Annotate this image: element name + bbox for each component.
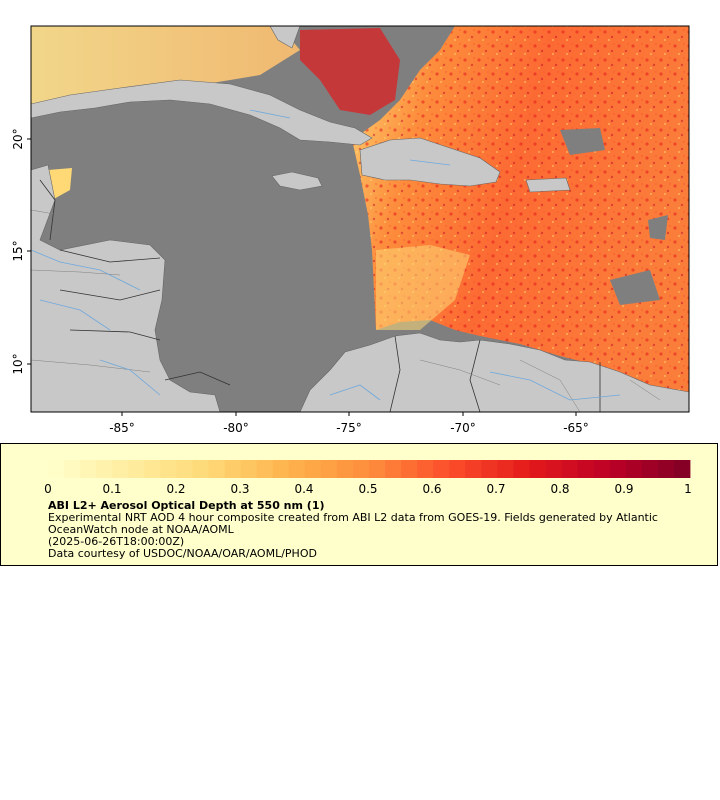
colorbar-tick-label: 0.5 <box>358 482 377 496</box>
colorbar-tick-label: 0.8 <box>550 482 569 496</box>
colorbar-tick-label: 0 <box>44 482 52 496</box>
colorbar-swatch <box>208 460 225 478</box>
colorbar-swatch <box>128 460 145 478</box>
latitude-axis: 20° 15° 10° <box>11 128 31 375</box>
colorbar-tick-label: 0.1 <box>102 482 121 496</box>
colorbar: 0 0.1 0.2 0.3 0.4 0.5 0.6 0.7 0.8 0.9 1 <box>44 460 692 496</box>
colorbar-swatch <box>625 460 643 478</box>
colorbar-swatch <box>609 460 627 478</box>
legend-description: Experimental NRT AOD 4 hour composite cr… <box>48 511 658 536</box>
colorbar-swatch <box>577 460 595 478</box>
nodata-patch <box>648 215 668 240</box>
lat-tick-label: 10° <box>11 353 25 374</box>
colorbar-swatch <box>417 460 434 478</box>
colorbar-tick-label: 0.6 <box>422 482 441 496</box>
colorbar-swatch <box>465 460 482 478</box>
aod-map: 20° 15° 10° -85° -80° -75° -70° -65° <box>11 25 690 435</box>
map-content <box>31 26 689 412</box>
colorbar-swatch <box>64 460 81 478</box>
lon-tick-label: -65° <box>563 421 589 435</box>
colorbar-swatch <box>48 460 65 478</box>
colorbar-swatch <box>433 460 450 478</box>
colorbar-swatch <box>96 460 113 478</box>
colorbar-swatch <box>401 460 418 478</box>
lon-tick-label: -85° <box>109 421 135 435</box>
colorbar-swatch <box>481 460 498 478</box>
colorbar-swatch <box>256 460 274 478</box>
map-frame <box>30 25 690 413</box>
colorbar-swatch <box>112 460 129 478</box>
legend-text: ABI L2+ Aerosol Optical Depth at 550 nm … <box>48 500 698 560</box>
legend-title: ABI L2+ Aerosol Optical Depth at 550 nm … <box>48 499 325 512</box>
land-central-america <box>31 164 221 412</box>
colorbar-swatch <box>449 460 466 478</box>
lat-tick-label: 20° <box>11 128 25 149</box>
colorbar-swatches <box>48 460 691 478</box>
colorbar-swatch <box>352 460 370 478</box>
colorbar-swatch <box>673 460 691 478</box>
colorbar-swatch <box>304 460 322 478</box>
colorbar-swatch <box>288 460 306 478</box>
map-panel: 20° 15° 10° -85° -80° -75° -70° -65° <box>11 25 690 435</box>
legend-panel: 0 0.1 0.2 0.3 0.4 0.5 0.6 0.7 0.8 0.9 1 … <box>0 443 718 566</box>
colorbar-swatch <box>529 460 546 478</box>
colorbar-tick-label: 0.2 <box>166 482 185 496</box>
aod-patch-yucatan <box>48 168 72 200</box>
colorbar-swatch <box>561 460 579 478</box>
legend-credit: Data courtesy of USDOC/NOAA/OAR/AOML/PHO… <box>48 547 317 560</box>
nodata-patch <box>560 128 605 155</box>
colorbar-swatch <box>80 460 97 478</box>
colorbar-tick-label: 0.7 <box>486 482 505 496</box>
nodata-patch <box>610 270 660 305</box>
colorbar-swatch <box>385 460 402 478</box>
colorbar-swatch <box>497 460 514 478</box>
aod-field-northwest <box>31 26 300 105</box>
longitude-axis: -85° -80° -75° -70° -65° <box>109 412 589 435</box>
colorbar-swatch <box>224 460 241 478</box>
colorbar-swatch <box>144 460 161 478</box>
lon-tick-label: -70° <box>450 421 476 435</box>
aod-low-patch <box>376 245 470 330</box>
land-cuba <box>31 79 373 146</box>
colorbar-swatch <box>320 460 338 478</box>
colorbar-swatch <box>160 460 177 478</box>
lon-tick-label: -75° <box>336 421 362 435</box>
colorbar-swatch <box>192 460 209 478</box>
country-borders <box>39 179 601 412</box>
aod-high-patch-north <box>300 28 400 115</box>
colorbar-ticks: 0 0.1 0.2 0.3 0.4 0.5 0.6 0.7 0.8 0.9 1 <box>44 482 692 496</box>
colorbar-swatch <box>369 460 386 478</box>
land-puerto-rico <box>525 177 571 193</box>
colorbar-tick-label: 0.3 <box>230 482 249 496</box>
colorbar-tick-label: 0.9 <box>614 482 633 496</box>
colorbar-swatch <box>641 460 659 478</box>
colorbar-swatch <box>336 460 354 478</box>
colorbar-swatch <box>513 460 530 478</box>
colorbar-swatch <box>593 460 611 478</box>
land-hispaniola <box>359 137 501 187</box>
lon-tick-label: -80° <box>223 421 249 435</box>
colorbar-swatch <box>545 460 562 478</box>
land-florida-keys <box>269 26 301 49</box>
colorbar-swatch <box>657 460 675 478</box>
colorbar-tick-label: 0.4 <box>294 482 313 496</box>
colorbar-swatch <box>240 460 258 478</box>
colorbar-tick-label: 1 <box>684 482 692 496</box>
rivers <box>31 109 621 401</box>
lat-tick-label: 15° <box>11 240 25 261</box>
colorbar-swatch <box>176 460 193 478</box>
land-jamaica <box>271 171 323 191</box>
legend-timestamp: (2025-06-26T18:00:00Z) <box>48 535 185 548</box>
colorbar-swatch <box>272 460 290 478</box>
